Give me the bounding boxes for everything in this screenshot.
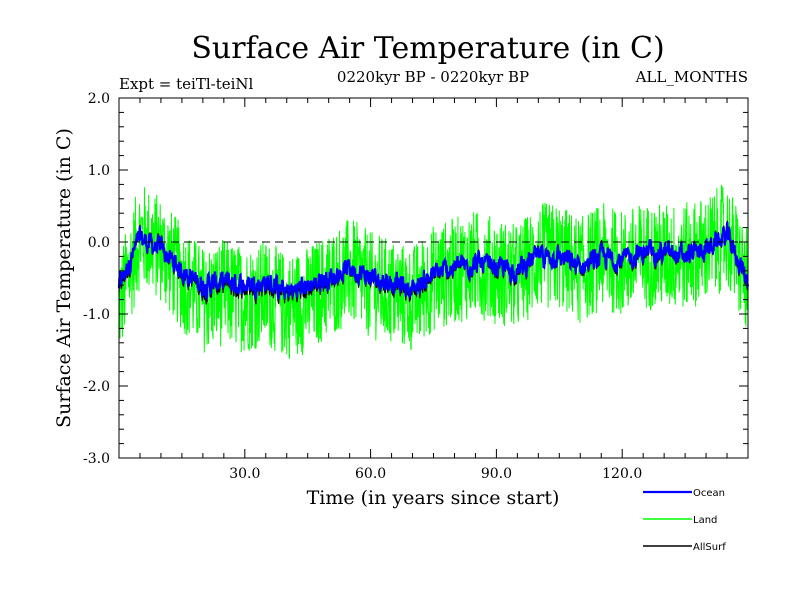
x-axis-label: Time (in years since start) (307, 487, 560, 509)
y-tick-label: 2.0 (88, 91, 110, 107)
legend: Ocean Land AllSurf (643, 488, 726, 553)
y-axis-label: Surface Air Temperature (in C) (53, 128, 75, 428)
legend-label-land: Land (693, 515, 717, 526)
legend-label-ocean: Ocean (693, 488, 725, 499)
x-tick-label: 60.0 (355, 466, 386, 482)
y-tick-label: 1.0 (88, 163, 110, 179)
plot-area: -3.0 -2.0 -1.0 0.0 1.0 2.0 30.0 60.0 90.0 120.0 (83, 91, 750, 482)
y-tick-label: -3.0 (83, 451, 110, 467)
series-line-ocean (117, 221, 750, 300)
legend-label-allsurf: AllSurf (693, 542, 726, 553)
y-tick-label: -2.0 (83, 379, 110, 395)
y-tick-label: -1.0 (83, 307, 110, 323)
chart-subtitle-left: Expt = teiTl-teiNl (119, 75, 254, 93)
chart-subtitle-right: ALL_MONTHS (635, 68, 748, 86)
y-tick-label: 0.0 (88, 235, 110, 251)
x-tick-label: 120.0 (602, 466, 642, 482)
chart-title: Surface Air Temperature (in C) (191, 31, 664, 66)
chart-subtitle-center: 0220kyr BP - 0220kyr BP (337, 68, 529, 86)
x-tick-label: 90.0 (481, 466, 512, 482)
x-tick-label: 30.0 (229, 466, 260, 482)
